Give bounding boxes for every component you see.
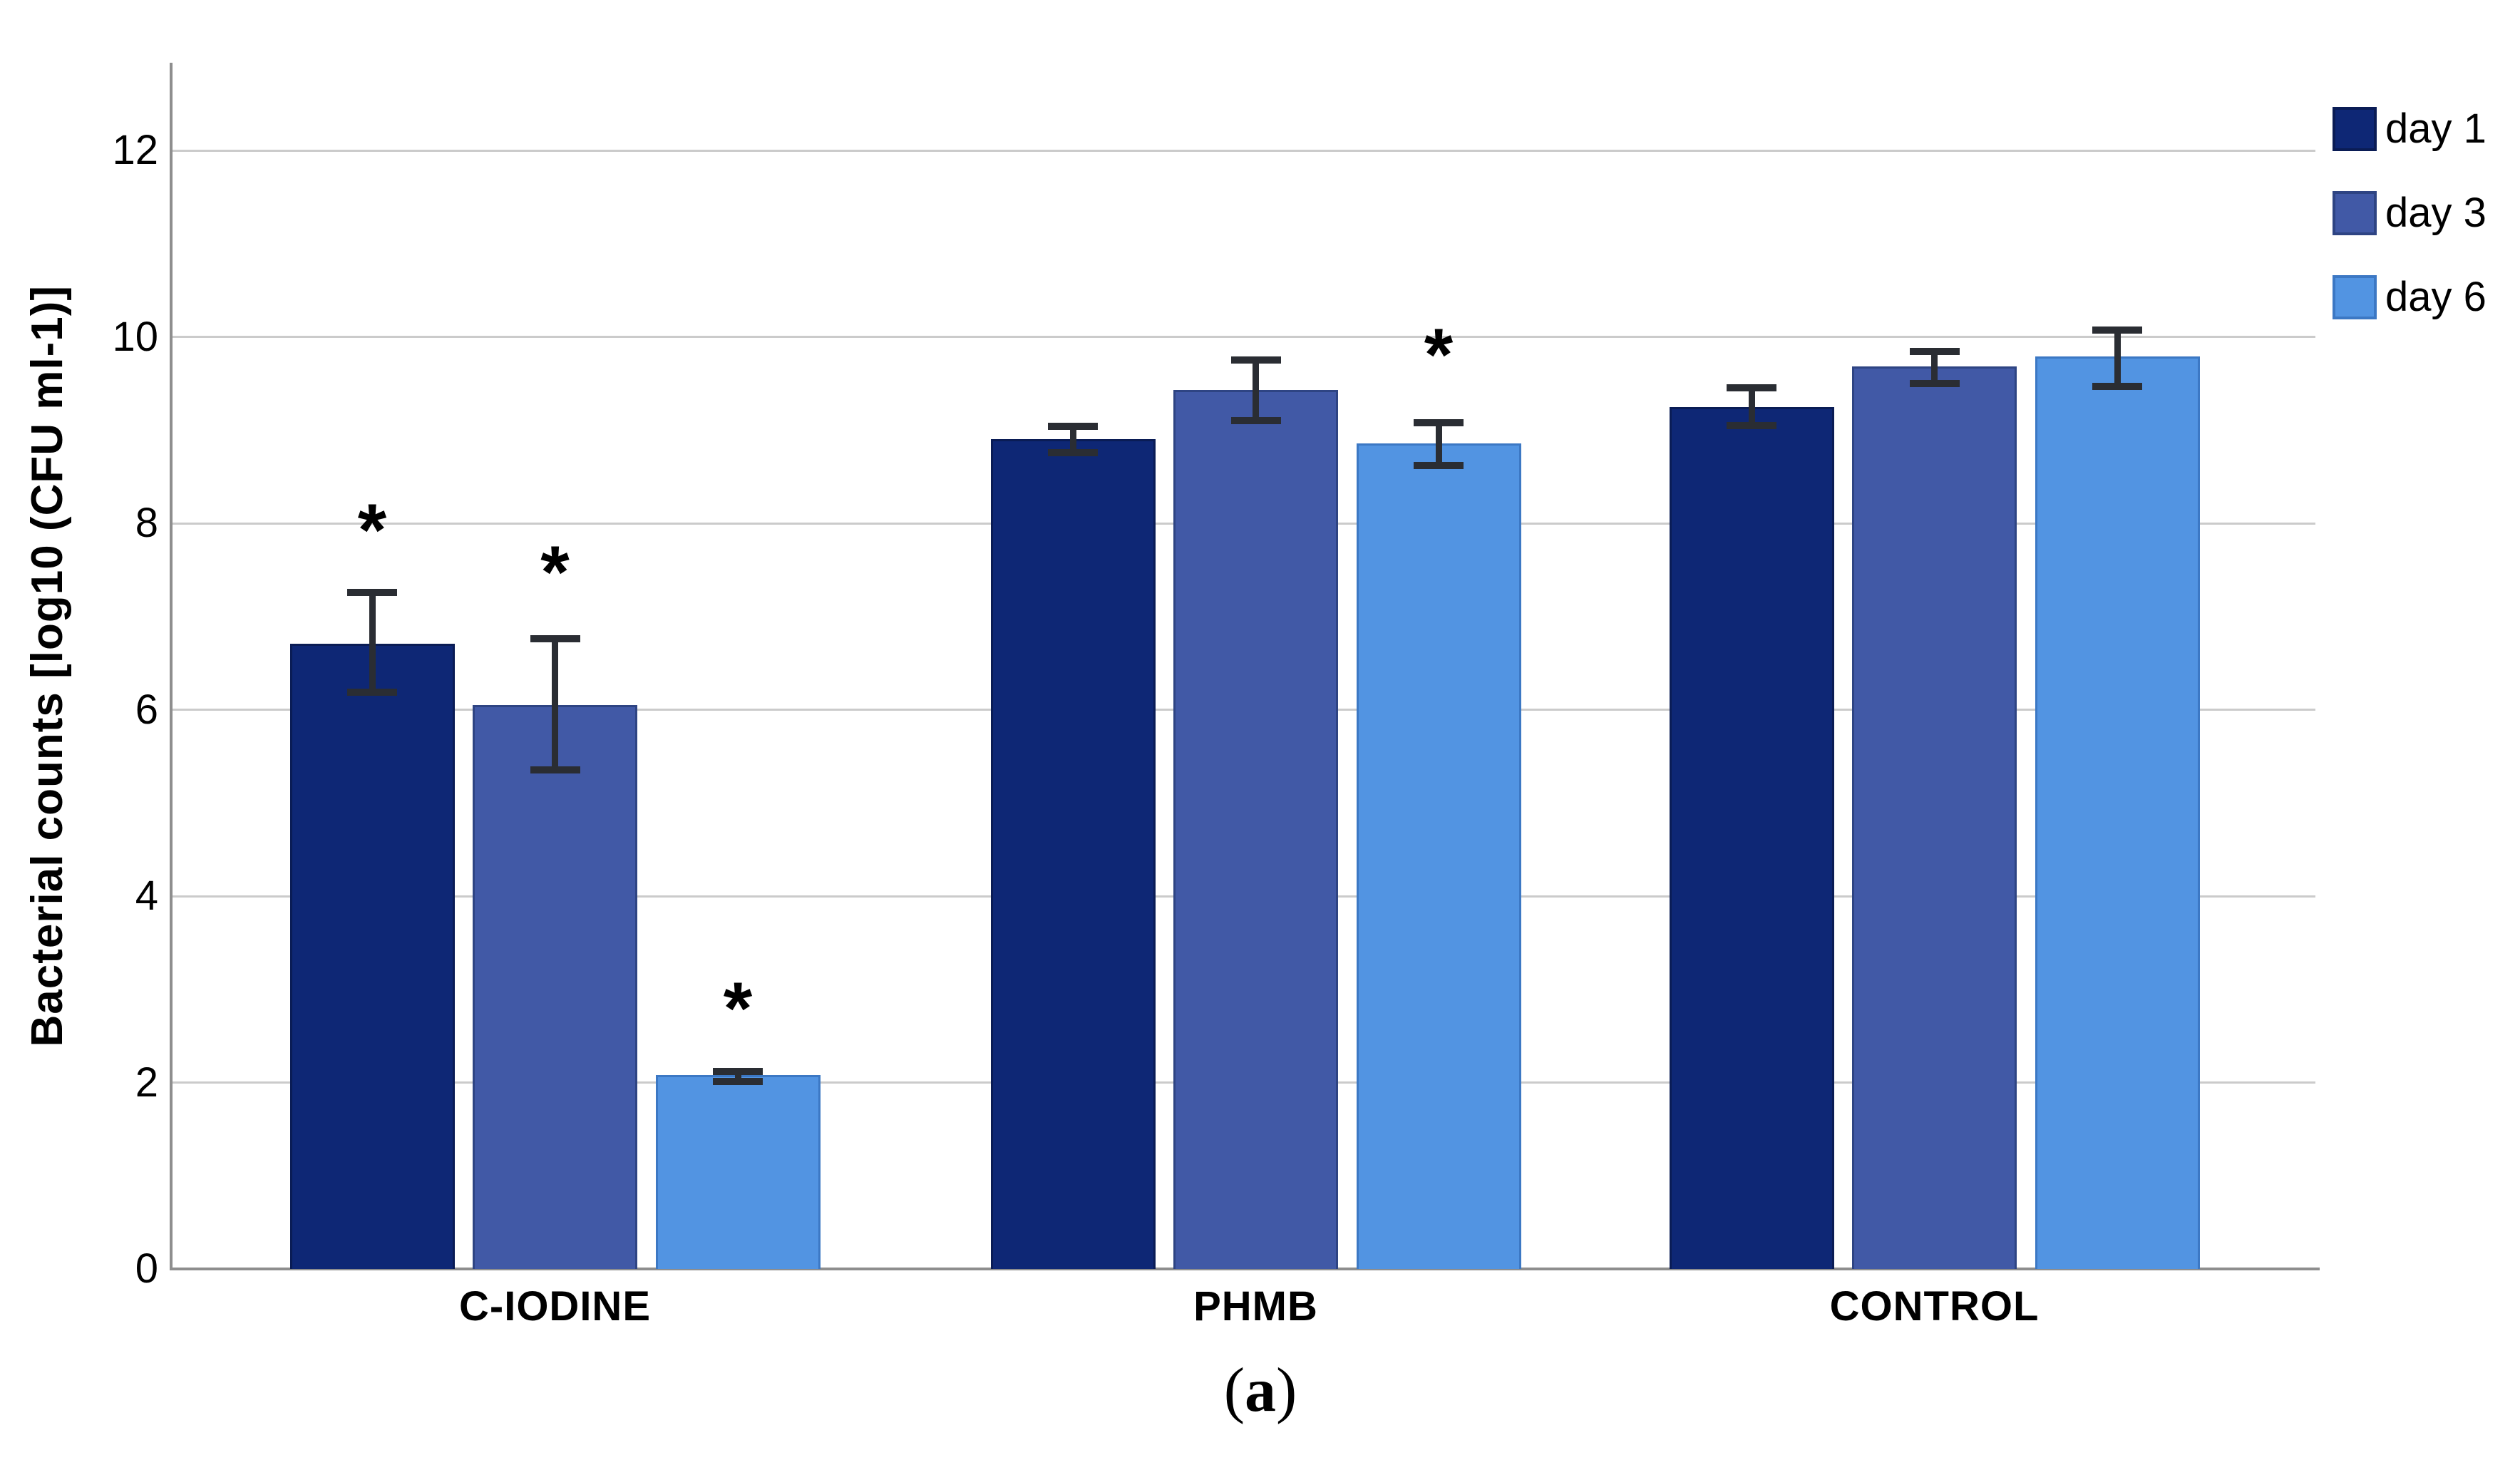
caption-close-paren: ): [1276, 1356, 1297, 1425]
y-tick-label-4: 4: [135, 873, 158, 919]
x-category-label-phmb: PHMB: [1193, 1283, 1318, 1330]
bar-control-day-1: [1669, 406, 1834, 1269]
y-tick-label-6: 6: [135, 686, 158, 733]
error-cap-bottom-phmb-day-3: [1230, 417, 1281, 425]
legend-entry-day-1: day 1: [2333, 107, 2486, 151]
significance-asterisk-c-iodine-day-6: *: [723, 967, 753, 1050]
legend-label-day-6: day 6: [2385, 274, 2486, 320]
x-category-label-c-iodine: C-IODINE: [459, 1283, 651, 1330]
legend-entry-day-3: day 3: [2333, 191, 2486, 235]
bar-phmb-day-6: [1356, 443, 1521, 1269]
y-axis-title-text: Bacterial counts [log10 (CFU ml-1)]: [22, 284, 72, 1047]
legend: day 1 day 3 day 6: [2333, 107, 2486, 359]
legend-label-day-3: day 3: [2385, 190, 2486, 236]
error-cap-top-c-iodine-day-3: [530, 635, 580, 643]
error-bar-phmb-day-6: [1435, 422, 1442, 466]
error-bar-control-day-1: [1748, 388, 1755, 426]
error-cap-bottom-control-day-3: [1909, 379, 1960, 387]
legend-swatch-day-1-icon: [2333, 107, 2377, 151]
x-axis-line: [170, 1268, 2320, 1270]
error-cap-bottom-c-iodine-day-6: [713, 1078, 763, 1086]
x-category-label-control: CONTROL: [1829, 1283, 2040, 1330]
y-tick-label-12: 12: [112, 127, 158, 173]
significance-asterisk-phmb-day-6: *: [1424, 314, 1454, 397]
bar-phmb-day-3: [1173, 390, 1338, 1269]
y-tick-label-10: 10: [112, 313, 158, 360]
error-cap-bottom-control-day-1: [1727, 421, 1776, 429]
error-cap-bottom-phmb-day-1: [1048, 448, 1098, 456]
legend-label-day-1: day 1: [2385, 106, 2486, 152]
error-bar-phmb-day-1: [1069, 426, 1076, 453]
error-cap-top-phmb-day-3: [1230, 356, 1281, 364]
bar-phmb-day-1: [990, 439, 1156, 1269]
figure-caption: (a): [20, 1353, 2501, 1429]
error-cap-top-control-day-3: [1909, 348, 1960, 356]
y-tick-label-8: 8: [135, 500, 158, 546]
legend-swatch-day-3-icon: [2333, 191, 2377, 235]
y-axis-line: [170, 63, 173, 1270]
error-cap-top-control-day-1: [1727, 384, 1776, 392]
legend-swatch-day-6-icon: [2333, 275, 2377, 319]
bar-c-iodine-day-1: [289, 643, 455, 1269]
caption-letter: a: [1245, 1356, 1276, 1425]
y-tick-label-2: 2: [135, 1059, 158, 1106]
error-bar-control-day-3: [1931, 351, 1938, 384]
plot-area: * * * *: [170, 63, 2320, 1270]
y-tick-label-0: 0: [135, 1245, 158, 1292]
error-cap-bottom-phmb-day-6: [1414, 461, 1464, 469]
error-bar-c-iodine-day-3: [552, 639, 558, 771]
caption-open-paren: (: [1223, 1356, 1245, 1425]
error-cap-top-phmb-day-6: [1414, 418, 1464, 426]
error-bar-phmb-day-3: [1253, 360, 1259, 421]
error-cap-bottom-c-iodine-day-3: [530, 766, 580, 774]
bar-control-day-3: [1852, 366, 2017, 1269]
error-bar-c-iodine-day-1: [369, 592, 376, 692]
bar-c-iodine-day-6: [655, 1075, 821, 1269]
gridline-y-10: [173, 336, 2315, 338]
error-cap-bottom-control-day-6: [2092, 382, 2142, 390]
legend-entry-day-6: day 6: [2333, 275, 2486, 319]
error-cap-bottom-c-iodine-day-1: [347, 688, 397, 696]
significance-asterisk-c-iodine-day-3: *: [540, 530, 570, 614]
bar-c-iodine-day-3: [473, 704, 637, 1269]
error-cap-top-phmb-day-1: [1048, 423, 1098, 431]
error-cap-top-c-iodine-day-1: [347, 588, 397, 596]
error-bar-c-iodine-day-6: [734, 1071, 741, 1082]
error-bar-control-day-6: [2114, 330, 2121, 386]
error-cap-top-c-iodine-day-6: [713, 1067, 763, 1075]
error-cap-top-control-day-6: [2092, 327, 2142, 334]
bar-control-day-6: [2035, 356, 2200, 1269]
gridline-y-12: [173, 149, 2315, 152]
significance-asterisk-c-iodine-day-1: *: [357, 489, 387, 572]
